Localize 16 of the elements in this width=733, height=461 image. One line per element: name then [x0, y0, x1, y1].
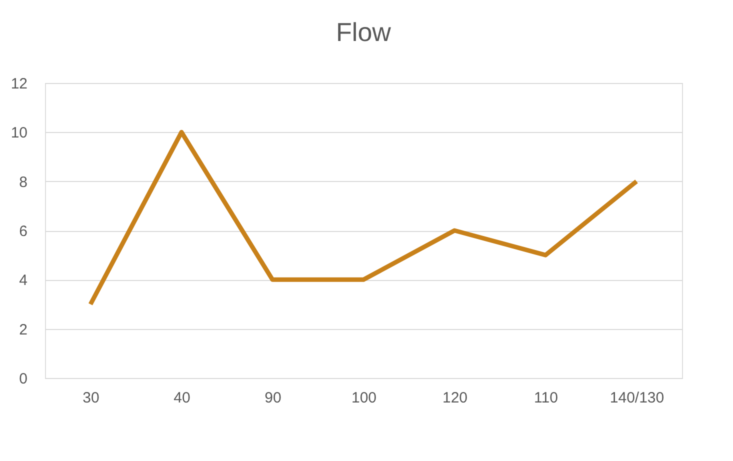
x-tick-label: 100	[351, 390, 377, 406]
y-tick-label: 8	[19, 174, 28, 191]
y-tick-label: 6	[19, 223, 28, 240]
x-tick-label: 110	[534, 390, 558, 406]
y-tick-label: 2	[19, 321, 28, 338]
x-tick-label: 120	[442, 390, 468, 406]
y-tick-label: 12	[10, 76, 28, 92]
x-tick-label: 140/130	[610, 390, 664, 406]
y-tick-label: 4	[19, 272, 28, 290]
line-series	[88, 130, 639, 306]
x-tick-label: 40	[174, 390, 190, 406]
chart-title: Flow	[336, 17, 392, 47]
x-tick-label: 90	[264, 390, 282, 406]
y-tick-label: 0	[19, 370, 28, 388]
x-tick-label: 30	[82, 390, 100, 406]
y-tick-label: 10	[10, 124, 28, 142]
